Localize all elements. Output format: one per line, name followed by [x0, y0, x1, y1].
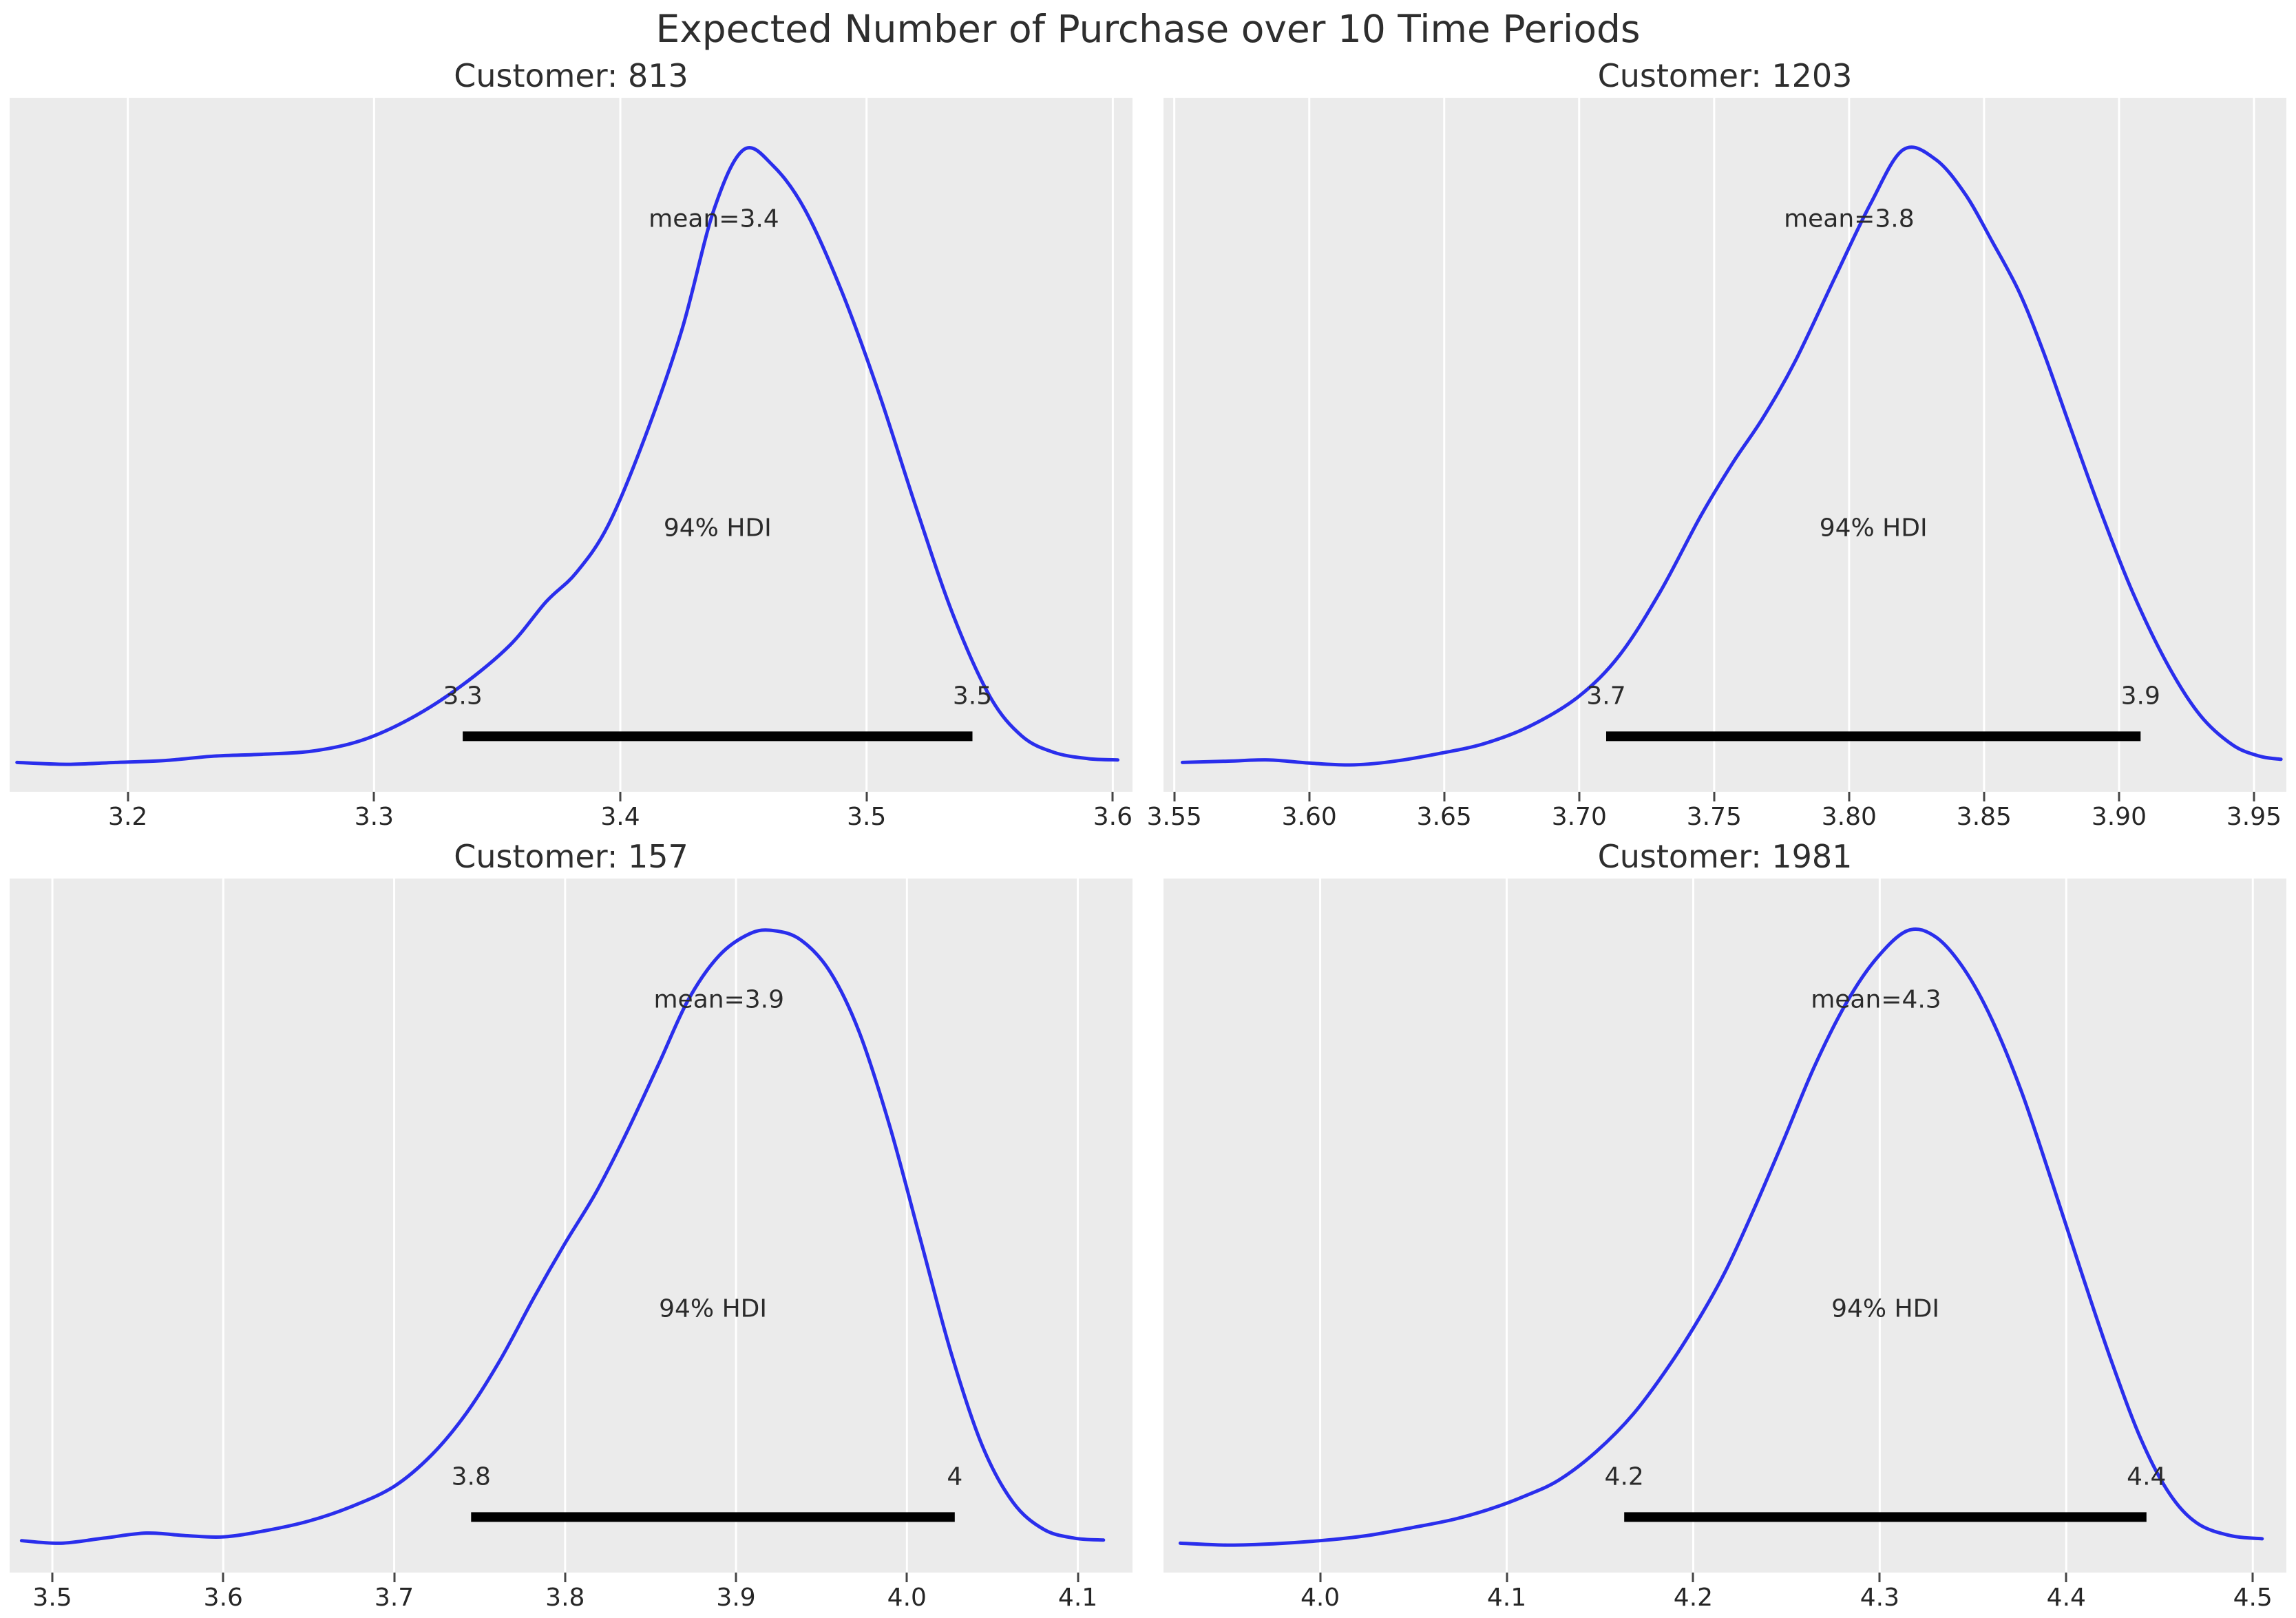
- plot-area: mean=3.4 94% HDI 3.3 3.5: [10, 98, 1133, 792]
- subplot-customer-157: Customer: 157 mean=3.9 94% HDI 3.8 4 3.5…: [10, 834, 1133, 1615]
- kde-plot-canvas: [1173, 98, 2283, 792]
- x-tick-label: 3.8: [545, 1584, 585, 1612]
- hdi-annotation: 94% HDI: [1819, 514, 1928, 543]
- x-tick-label: 3.90: [2091, 803, 2147, 831]
- x-tick-label: 3.80: [1821, 803, 1877, 831]
- x-tick-mark: [1848, 792, 1851, 801]
- x-tick-label: 3.7: [374, 1584, 414, 1612]
- hdi-low-value: 4.2: [1604, 1462, 1644, 1491]
- x-tick-label: 3.6: [203, 1584, 243, 1612]
- subplot-customer-1203: Customer: 1203 mean=3.8 94% HDI 3.7 3.9 …: [1147, 54, 2286, 834]
- x-tick-label: 3.9: [716, 1584, 756, 1612]
- x-tick-mark: [2251, 1573, 2254, 1582]
- x-tick-label: 4.5: [2233, 1584, 2273, 1612]
- x-tick-mark: [51, 1573, 54, 1582]
- subplot-title: Customer: 1981: [1597, 838, 1853, 875]
- x-tick-mark: [393, 1573, 396, 1582]
- hdi-high-value: 4: [947, 1462, 963, 1491]
- hdi-annotation: 94% HDI: [659, 1294, 767, 1323]
- x-tick-mark: [1443, 792, 1446, 801]
- x-tick-mark: [1173, 792, 1176, 801]
- x-tick-mark: [1319, 1573, 1322, 1582]
- x-tick-mark: [905, 1573, 908, 1582]
- hdi-low-value: 3.7: [1586, 682, 1626, 711]
- x-axis: 3.55 3.60 3.65 3.70 3.75 3.80 3.85 3.90 3.95: [1147, 792, 2286, 834]
- x-tick-label: 4.3: [1860, 1584, 1899, 1612]
- x-tick-mark: [735, 1573, 737, 1582]
- mean-annotation: mean=4.3: [1811, 985, 1941, 1014]
- hdi-annotation: 94% HDI: [1831, 1294, 1939, 1323]
- hdi-low-value: 3.8: [451, 1462, 491, 1491]
- x-tick-mark: [1506, 1573, 1508, 1582]
- x-tick-label: 4.1: [1057, 1584, 1098, 1612]
- figure-title: Expected Number of Purchase over 10 Time…: [655, 7, 1641, 51]
- x-tick-mark: [372, 792, 375, 801]
- x-tick-label: 3.55: [1146, 803, 1202, 831]
- mean-annotation: mean=3.4: [649, 204, 779, 233]
- kde-curve: [1178, 927, 2264, 1547]
- x-tick-mark: [1692, 1573, 1694, 1582]
- subplot-title: Customer: 813: [454, 57, 688, 94]
- x-tick-mark: [127, 792, 129, 801]
- hdi-annotation: 94% HDI: [663, 514, 772, 543]
- x-tick-label: 3.95: [2226, 803, 2282, 831]
- kde-curve: [1180, 145, 2283, 767]
- x-tick-label: 3.6: [1093, 803, 1133, 831]
- x-tick-label: 4.0: [887, 1584, 927, 1612]
- subplot-customer-813: Customer: 813 mean=3.4 94% HDI 3.3 3.5 3…: [10, 54, 1133, 834]
- mean-annotation: mean=3.8: [1784, 204, 1915, 233]
- x-tick-label: 3.5: [32, 1584, 72, 1612]
- x-tick-mark: [564, 1573, 567, 1582]
- x-tick-label: 3.5: [847, 803, 887, 831]
- x-tick-label: 4.4: [2046, 1584, 2086, 1612]
- x-tick-mark: [1578, 792, 1581, 801]
- kde-plot-canvas: [19, 879, 1106, 1573]
- x-tick-label: 3.85: [1956, 803, 2012, 831]
- subplot-title: Customer: 1203: [1597, 57, 1853, 94]
- x-tick-mark: [865, 792, 868, 801]
- hdi-high-value: 3.5: [952, 682, 993, 711]
- x-tick-mark: [1983, 792, 1986, 801]
- x-tick-mark: [222, 1573, 224, 1582]
- x-tick-label: 3.60: [1281, 803, 1337, 831]
- x-tick-label: 3.4: [600, 803, 640, 831]
- x-tick-label: 4.0: [1300, 1584, 1340, 1612]
- plot-area: mean=4.3 94% HDI 4.2 4.4: [1163, 879, 2286, 1573]
- subplot-title: Customer: 157: [454, 838, 688, 875]
- x-tick-mark: [1713, 792, 1716, 801]
- x-tick-label: 4.1: [1486, 1584, 1527, 1612]
- x-tick-mark: [1111, 792, 1114, 801]
- kde-plot-canvas: [15, 98, 1120, 792]
- x-tick-mark: [2253, 792, 2255, 801]
- plot-area: mean=3.9 94% HDI 3.8 4: [10, 879, 1133, 1573]
- subplot-grid: Customer: 813 mean=3.4 94% HDI 3.3 3.5 3…: [0, 54, 2296, 1618]
- x-tick-mark: [1878, 1573, 1881, 1582]
- hdi-low-value: 3.3: [443, 682, 483, 711]
- x-tick-label: 3.75: [1686, 803, 1742, 831]
- x-tick-mark: [1308, 792, 1311, 801]
- hdi-high-value: 3.9: [2120, 682, 2160, 711]
- hdi-high-value: 4.4: [2127, 1462, 2167, 1491]
- mean-annotation: mean=3.9: [653, 985, 784, 1014]
- kde-plot-canvas: [1178, 879, 2264, 1573]
- x-axis: 3.5 3.6 3.7 3.8 3.9 4.0 4.1: [10, 1573, 1133, 1615]
- subplot-customer-1981: Customer: 1981 mean=4.3 94% HDI 4.2 4.4 …: [1163, 834, 2286, 1615]
- x-tick-mark: [2065, 1573, 2067, 1582]
- plot-area: mean=3.8 94% HDI 3.7 3.9: [1163, 98, 2286, 792]
- x-tick-mark: [1077, 1573, 1079, 1582]
- x-tick-label: 3.65: [1416, 803, 1472, 831]
- x-axis: 3.2 3.3 3.4 3.5 3.6: [10, 792, 1133, 834]
- x-tick-label: 4.2: [1673, 1584, 1714, 1612]
- kde-curve: [15, 146, 1120, 766]
- x-tick-label: 3.2: [108, 803, 148, 831]
- x-tick-mark: [619, 792, 622, 801]
- kde-curve: [19, 928, 1106, 1545]
- x-tick-mark: [2118, 792, 2120, 801]
- x-axis: 4.0 4.1 4.2 4.3 4.4 4.5: [1163, 1573, 2286, 1615]
- x-tick-label: 3.70: [1551, 803, 1607, 831]
- x-tick-label: 3.3: [354, 803, 394, 831]
